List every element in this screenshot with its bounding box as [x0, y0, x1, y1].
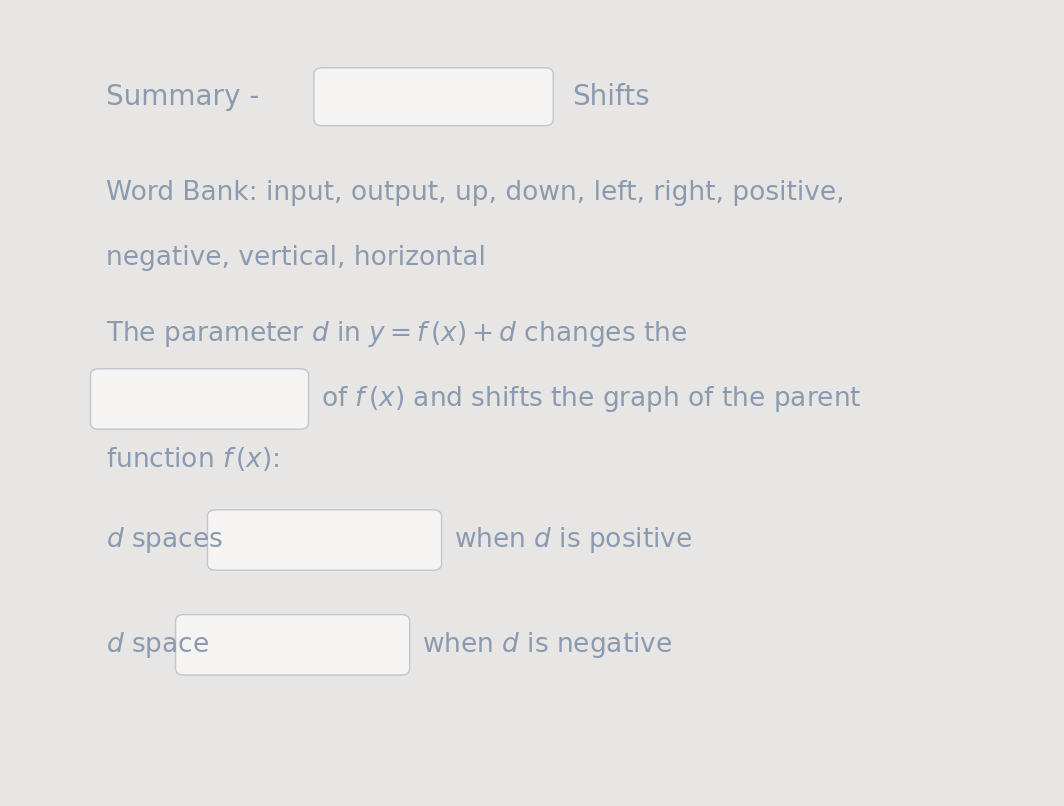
Text: $d$ space: $d$ space [106, 629, 210, 660]
Text: Shifts: Shifts [572, 83, 650, 110]
Text: The parameter $d$ in $y = f\,(x) + d$ changes the: The parameter $d$ in $y = f\,(x) + d$ ch… [106, 319, 687, 350]
Text: when $d$ is positive: when $d$ is positive [454, 525, 693, 555]
Text: when $d$ is negative: when $d$ is negative [422, 629, 672, 660]
Text: function $f\,(x)$:: function $f\,(x)$: [106, 446, 280, 473]
Text: negative, vertical, horizontal: negative, vertical, horizontal [106, 245, 486, 271]
Text: $d$ spaces: $d$ spaces [106, 525, 223, 555]
Text: of $f\,(x)$ and shifts the graph of the parent: of $f\,(x)$ and shifts the graph of the … [321, 384, 862, 414]
Text: Word Bank: input, output, up, down, left, right, positive,: Word Bank: input, output, up, down, left… [106, 181, 845, 206]
Text: Summary -: Summary - [106, 83, 268, 110]
